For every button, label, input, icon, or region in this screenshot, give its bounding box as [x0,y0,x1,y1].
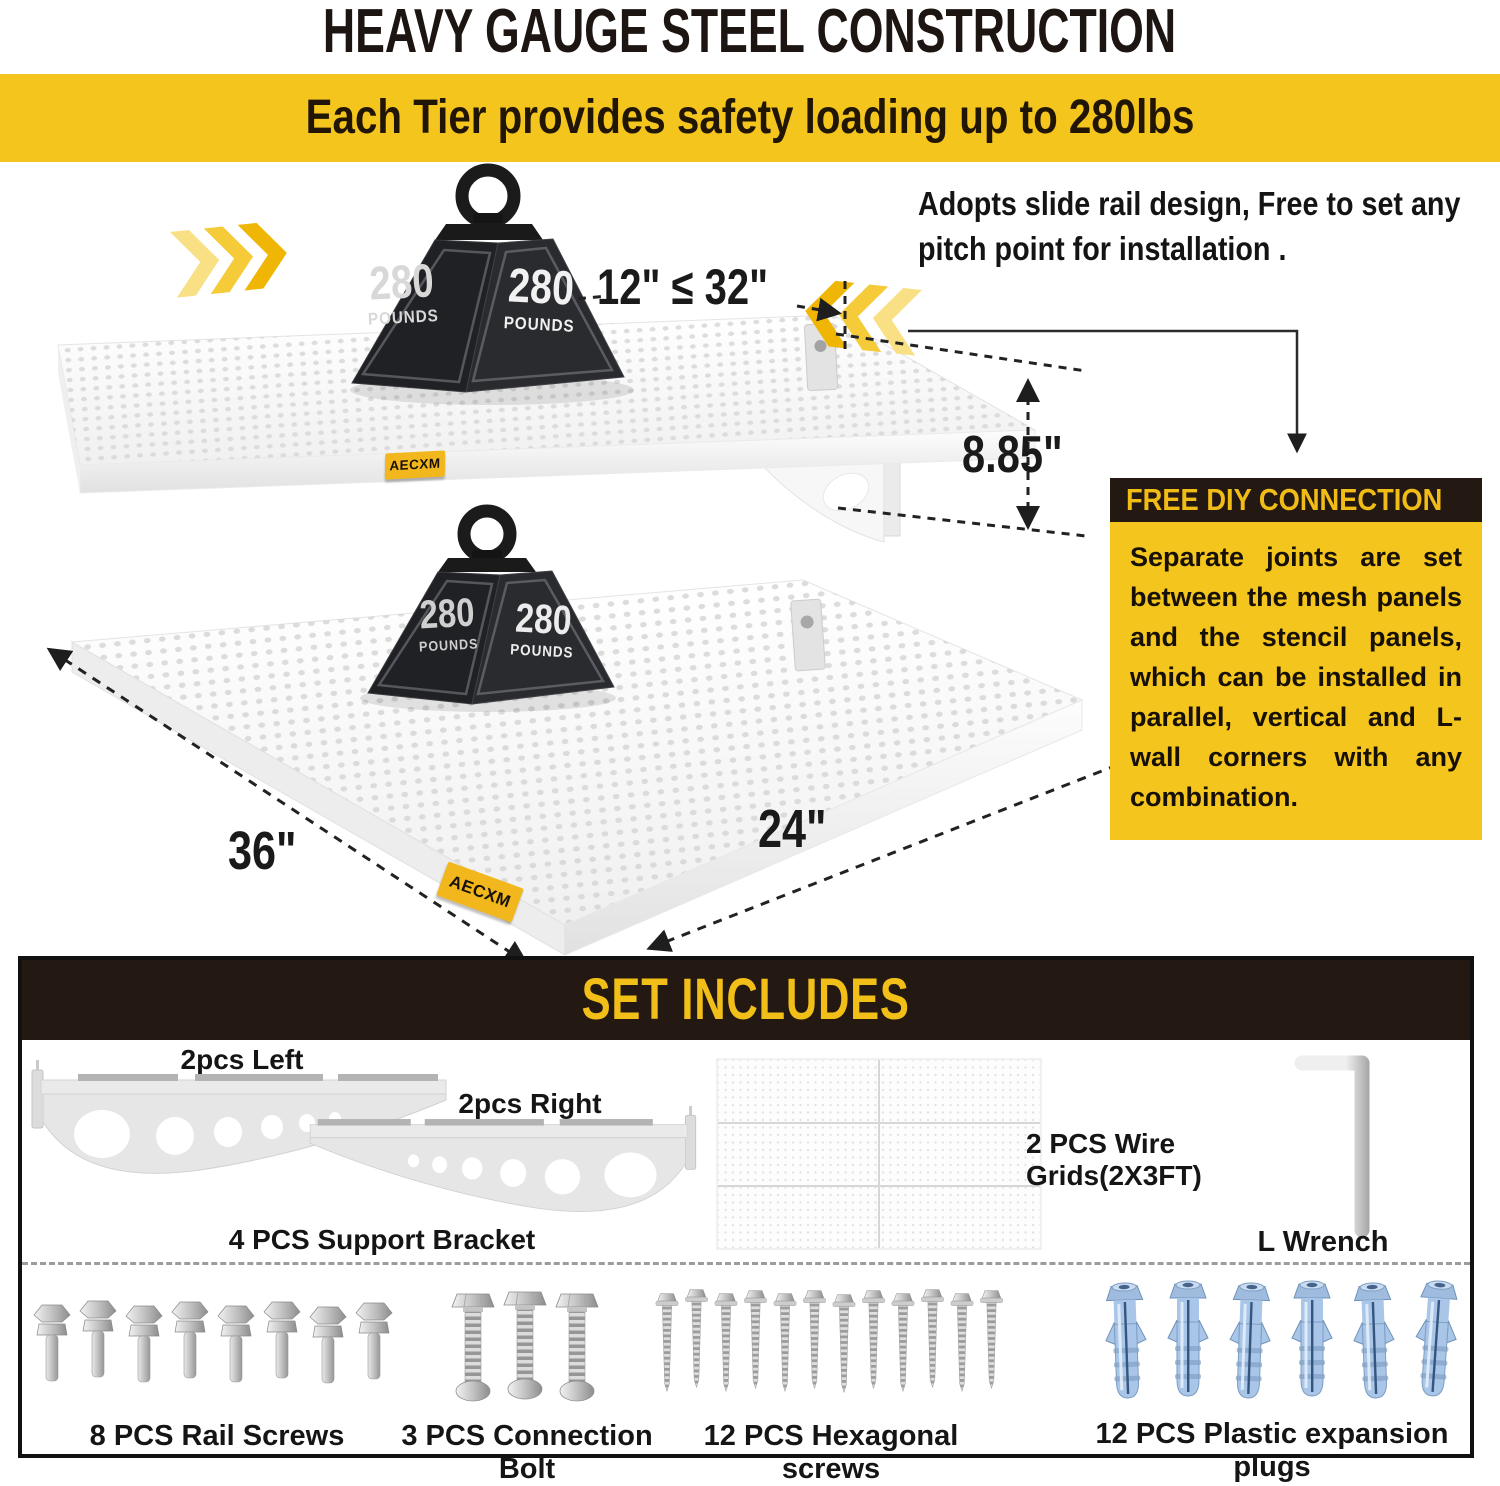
expansion-plugs-icon [1103,1280,1461,1400]
support-bracket-left-icon [31,1060,447,1174]
slide-rail-note-text: Adopts slide rail design, Free to set an… [918,185,1461,267]
dimension-height: 8.85" [962,426,1063,484]
diy-connector-line [908,329,1307,454]
page-title-text: HEAVY GAUGE STEEL CONSTRUCTION [323,0,1177,66]
weight-label: 280 POUNDS [509,594,574,662]
l-wrench-icon [1294,1055,1370,1238]
rail-screws-icon [33,1300,393,1384]
support-bracket-right-icon [309,1106,697,1212]
weight-block-upper [351,163,625,393]
weight-label: 280 POUNDS [418,590,479,655]
connection-bolts-icon [451,1291,599,1402]
slide-rail-note: Adopts slide rail design, Free to set an… [918,182,1492,271]
wire-grids-label: 2 PCS Wire Grids(2X3FT) [1026,1128,1202,1191]
dashed-divider [22,1262,1470,1265]
dimension-lines [46,281,1162,960]
dimension-length: 36" [228,821,297,881]
bracket-left-label: 2pcs Left [180,1044,304,1075]
dimension-span: 12" ≤ 32" [597,259,769,315]
wire-grid-icon [716,1058,1042,1250]
slide-rail-tab-lower [790,598,826,672]
diy-box-body: Separate joints are set between the mesh… [1110,522,1482,840]
rail-screws-label: 8 PCS Rail Screws [89,1420,345,1452]
brand-badge: AECXM [384,450,446,480]
hexagonal-screws-icon [655,1289,1003,1393]
chevrons-left-icon [805,280,922,356]
banner: Each Tier provides safety loading up to … [0,74,1500,162]
bracket-total-label: 4 PCS Support Bracket [228,1224,536,1255]
chevrons-right-icon [170,222,287,298]
page-title: HEAVY GAUGE STEEL CONSTRUCTION [0,0,1500,67]
hex-screws-label: 12 PCS Hexagonal screws [703,1420,959,1485]
set-includes-panel: SET INCLUDES 2pcs Left 2pcs Right [18,956,1474,1485]
wrench-label: L Wrench [1257,1226,1389,1258]
weight-label: 280 POUNDS [367,253,440,329]
plugs-label: 12 PCS Plastic expansion plugs [1095,1418,1449,1483]
diy-connection-box: FREE DIY CONNECTION Separate joints are … [1110,478,1482,840]
diy-box-header: FREE DIY CONNECTION [1110,478,1482,522]
dimension-depth: 24" [758,799,827,859]
set-includes-header: SET INCLUDES [22,960,1470,1040]
weight-label: 280 POUNDS [503,259,576,336]
banner-text: Each Tier provides safety loading up to … [305,91,1195,144]
connection-bolt-label: 3 PCS Connection Bolt [401,1420,653,1485]
shelves-illustration [46,163,1307,960]
bracket-right-label: 2pcs Right [458,1088,602,1119]
